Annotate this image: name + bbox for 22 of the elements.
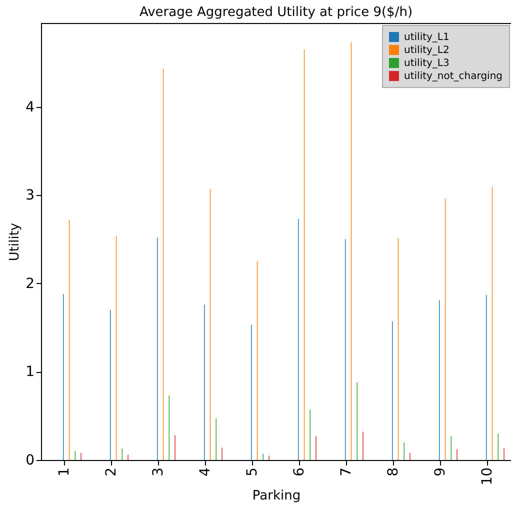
x-tick-label: 3 xyxy=(150,468,166,476)
x-tick-label: 4 xyxy=(198,467,214,476)
y-tick-label: 1 xyxy=(26,364,34,380)
x-tick-label: 2 xyxy=(104,468,120,476)
x-tick-label: 9 xyxy=(432,468,448,476)
y-axis-title: Utility xyxy=(8,222,23,262)
chart-title: Average Aggregated Utility at price 9($/h) xyxy=(139,5,413,20)
y-tick-label: 4 xyxy=(26,99,35,116)
x-tick-label: 6 xyxy=(292,467,308,476)
x-tick-label: 10 xyxy=(480,468,496,486)
x-tick-label: 8 xyxy=(386,468,402,476)
x-tick-label: 5 xyxy=(244,468,260,476)
y-tick-label: 2 xyxy=(26,276,34,292)
legend-label: utility_not_charging xyxy=(404,71,503,82)
y-tick-label: 0 xyxy=(26,452,34,468)
x-tick-label: 1 xyxy=(56,468,72,476)
x-tick-label: 7 xyxy=(338,468,354,476)
y-tick-label: 3 xyxy=(26,188,34,204)
x-axis-title: Parking xyxy=(252,488,301,504)
legend-label: utility_L1 xyxy=(404,32,450,43)
legend-label: utility_L3 xyxy=(404,58,450,69)
legend-label: utility_L2 xyxy=(404,45,450,56)
